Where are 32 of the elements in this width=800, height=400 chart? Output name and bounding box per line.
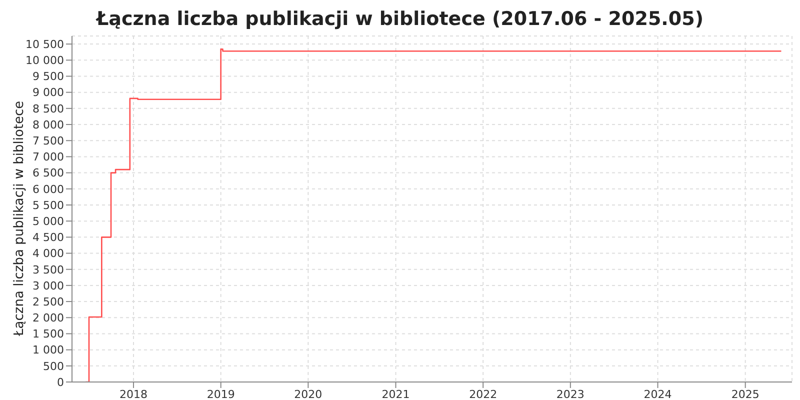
y-tick-label: 10 000 <box>26 54 64 68</box>
y-tick-label: 500 <box>43 360 64 373</box>
x-tick-label: 2020 <box>294 388 322 400</box>
x-tick-label: 2024 <box>644 388 672 400</box>
y-tick-label: 1 000 <box>32 344 64 357</box>
y-tick-label: 3 500 <box>32 263 64 276</box>
y-tick-label: 9 000 <box>32 86 64 100</box>
x-tick-label: 2019 <box>206 388 235 400</box>
y-tick-label: 1 500 <box>32 328 64 341</box>
y-tick-label: 4 500 <box>32 231 64 244</box>
x-tick-label: 2023 <box>556 388 584 400</box>
x-tick-label: 2022 <box>469 388 498 400</box>
y-tick-label: 6 000 <box>32 182 64 196</box>
y-tick-label: 3 000 <box>32 279 64 292</box>
y-tick-label: 4 000 <box>32 247 64 260</box>
y-tick-label: 5 500 <box>32 198 64 212</box>
y-tick-label: 10 500 <box>26 38 64 51</box>
y-tick-label: 8 000 <box>32 118 64 132</box>
y-axis-title: Łączna liczba publikacji w bibliotece <box>12 100 27 336</box>
x-tick-label: 2018 <box>119 388 148 400</box>
y-tick-label: 9 500 <box>32 70 64 84</box>
y-tick-label: 2 500 <box>32 295 64 308</box>
x-tick-label: 2021 <box>382 388 410 400</box>
y-tick-label: 0 <box>57 376 64 389</box>
chart-title: Łączna liczba publikacji w bibliotece (2017.06 - 2025.05) <box>94 8 705 30</box>
y-tick-label: 6 500 <box>32 166 64 180</box>
y-tick-label: 7 000 <box>32 150 64 164</box>
y-tick-label: 2 000 <box>32 312 64 325</box>
y-tick-label: 7 500 <box>32 134 64 148</box>
x-tick-label: 2025 <box>731 388 760 400</box>
y-tick-label: 5 000 <box>32 214 64 228</box>
y-tick-label: 8 500 <box>32 102 64 116</box>
